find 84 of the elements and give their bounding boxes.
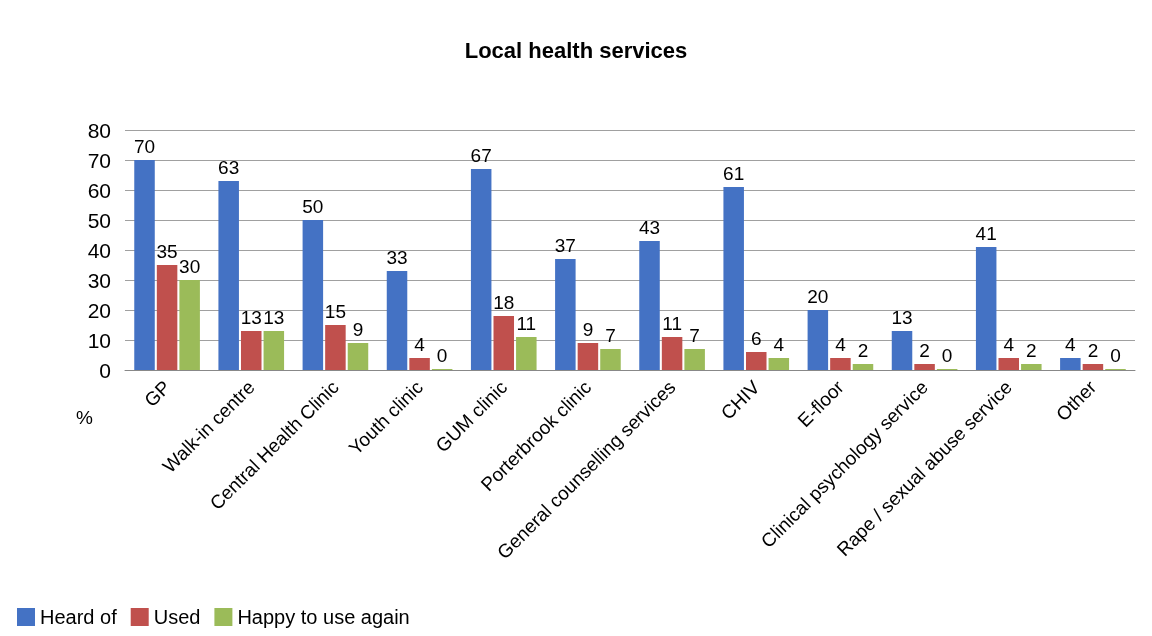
data-label: 43 xyxy=(638,217,661,238)
bar xyxy=(914,364,935,370)
legend-label: Happy to use again xyxy=(237,606,410,628)
bar xyxy=(745,352,767,370)
data-label: 2 xyxy=(1087,340,1099,361)
data-label: 6 xyxy=(750,328,762,349)
data-label: 30 xyxy=(179,256,201,277)
bar xyxy=(830,358,851,370)
data-label: 13 xyxy=(263,307,285,328)
data-label: 37 xyxy=(554,235,576,256)
bar xyxy=(807,310,829,370)
bar xyxy=(1082,364,1104,370)
y-tick-label: 60 xyxy=(87,178,111,202)
bar xyxy=(577,343,599,370)
data-label: 4 xyxy=(1065,334,1077,355)
data-label: 63 xyxy=(218,157,240,178)
data-label: 9 xyxy=(582,319,594,340)
data-label: 70 xyxy=(133,136,156,157)
y-tick-label: 10 xyxy=(87,328,111,352)
data-label: 7 xyxy=(689,325,700,346)
bar xyxy=(263,331,285,370)
bar xyxy=(179,280,200,370)
bar xyxy=(470,169,492,370)
bar xyxy=(409,358,430,370)
bar xyxy=(998,358,1020,370)
y-axis-title: % xyxy=(76,407,94,428)
bar xyxy=(600,349,621,370)
y-tick-label: 40 xyxy=(87,238,111,262)
bar xyxy=(768,358,790,370)
bar xyxy=(516,337,537,370)
y-tick-label: 0 xyxy=(99,358,111,382)
data-label: 4 xyxy=(835,334,847,355)
data-label: 0 xyxy=(941,345,953,366)
legend-label: Heard of xyxy=(40,606,118,628)
bar xyxy=(134,160,155,370)
data-label: 61 xyxy=(723,163,745,184)
bar xyxy=(240,331,262,370)
data-label: 4 xyxy=(414,334,426,355)
bar xyxy=(1021,364,1042,370)
bar xyxy=(661,337,683,370)
y-tick-label: 20 xyxy=(87,298,111,322)
bar xyxy=(302,220,324,370)
bar xyxy=(723,187,744,370)
data-label: 33 xyxy=(386,247,408,268)
data-label: 2 xyxy=(919,340,930,361)
bar xyxy=(891,331,913,370)
data-label: 2 xyxy=(1026,340,1037,361)
x-tick-label: GP xyxy=(140,376,175,411)
y-tick-label: 80 xyxy=(87,118,111,142)
data-label: 13 xyxy=(240,307,262,328)
bar xyxy=(639,241,660,370)
bar xyxy=(218,181,239,370)
y-tick-label: 50 xyxy=(87,208,111,232)
data-label: 0 xyxy=(436,345,448,366)
data-label: 20 xyxy=(807,286,829,307)
bar xyxy=(852,364,874,370)
data-label: 11 xyxy=(662,313,682,334)
chart-title: Local health services xyxy=(464,37,688,63)
y-tick-label: 70 xyxy=(87,148,111,172)
data-label: 9 xyxy=(352,319,364,340)
data-label: 4 xyxy=(773,334,785,355)
bar xyxy=(347,343,369,370)
data-label: 50 xyxy=(302,196,324,217)
bar xyxy=(325,325,346,370)
data-label: 2 xyxy=(857,340,869,361)
bar xyxy=(975,247,997,370)
data-label: 41 xyxy=(975,223,997,244)
data-label: 35 xyxy=(156,241,178,262)
data-label: 0 xyxy=(1110,345,1121,366)
bar xyxy=(156,265,178,370)
data-label: 15 xyxy=(324,301,346,322)
data-label: 11 xyxy=(516,313,537,334)
bar xyxy=(493,316,515,370)
data-label: 13 xyxy=(891,307,913,328)
bar xyxy=(684,349,705,370)
bar xyxy=(386,271,408,370)
bar xyxy=(1060,358,1081,370)
y-tick-label: 30 xyxy=(87,268,111,292)
legend-label: Used xyxy=(153,606,201,628)
data-label: 7 xyxy=(605,325,616,346)
bar xyxy=(555,259,576,370)
data-label: 67 xyxy=(470,145,492,166)
data-label: 18 xyxy=(493,292,515,313)
data-label: 4 xyxy=(1003,334,1015,355)
